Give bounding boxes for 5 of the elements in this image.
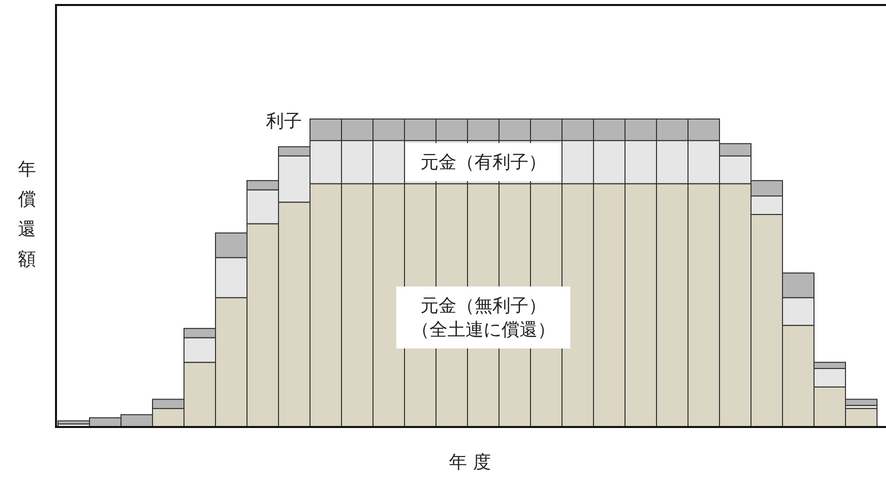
x-axis-title: 年 度 <box>449 452 491 473</box>
y-axis-title: 年償還額 <box>18 159 36 270</box>
series-label: 利子 <box>266 111 302 132</box>
series-label: 元金（無利子）（全土連に償還） <box>411 296 556 341</box>
series-label: 元金（有利子） <box>420 152 546 174</box>
